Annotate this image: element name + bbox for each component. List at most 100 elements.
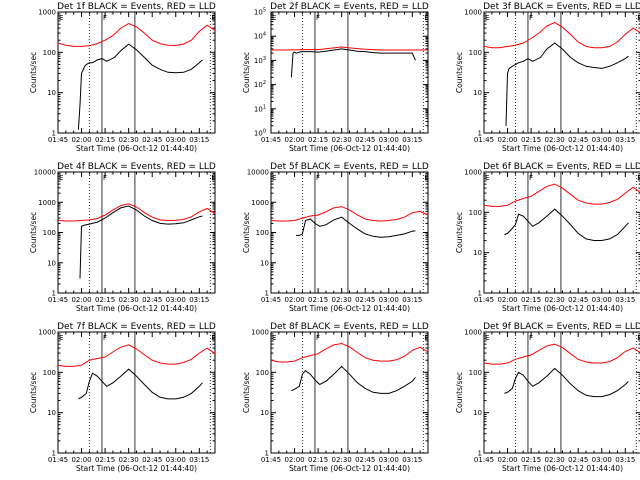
x-tick-label: 01:45 — [48, 296, 68, 304]
series-events-line — [290, 48, 416, 78]
x-tick-label: 02:30 — [332, 136, 352, 144]
y-tick-exponent: 1 — [263, 104, 266, 110]
marker-flag: F — [103, 334, 107, 342]
panel-title: Det 1f BLACK = Events, RED = LLD — [57, 2, 216, 12]
series-events-line — [79, 205, 203, 279]
series-events-line — [78, 368, 203, 400]
series-lld-line — [57, 344, 216, 367]
y-tick-label: 1000 — [464, 9, 482, 17]
y-tick-label: 1 — [265, 450, 269, 458]
y-axis-label: Counts/sec — [29, 52, 38, 93]
marker-flag: E — [485, 174, 489, 182]
y-axis-label: Counts/sec — [29, 212, 38, 253]
x-axis-label: Start Time (06-Oct-12 01:44:40) — [289, 464, 410, 473]
y-tick-label: 103 — [254, 56, 266, 65]
y-tick-label: 1 — [52, 290, 56, 298]
y-tick-label: 1000 — [464, 169, 482, 177]
marker-flag: F — [316, 174, 320, 182]
y-tick-label: 100 — [256, 229, 269, 237]
x-tick-label: 02:30 — [119, 296, 139, 304]
y-axis-label: Counts/sec — [455, 372, 464, 413]
y-tick-label: 10 — [47, 259, 56, 267]
x-tick-label: 02:00 — [71, 456, 91, 464]
marker-flag: E — [59, 174, 63, 182]
x-tick-label: 02:30 — [545, 296, 565, 304]
panel-title: Det 5f BLACK = Events, RED = LLD — [270, 162, 429, 172]
panel-det-6: Det 6f BLACK = Events, RED = LLD 1 10 100 10… — [455, 162, 640, 313]
series-events-line — [504, 208, 629, 241]
y-tick-label: 1000 — [38, 9, 56, 17]
x-axis-label: Start Time (06-Oct-12 01:44:40) — [76, 304, 197, 313]
x-axis-label: Start Time (06-Oct-12 01:44:40) — [502, 464, 623, 473]
x-axis-label: Start Time (06-Oct-12 01:44:40) — [76, 144, 197, 153]
y-tick-label: 1 — [478, 130, 482, 138]
x-tick-label: 02:30 — [119, 456, 139, 464]
x-tick-label: 02:45 — [142, 456, 162, 464]
panel-title: Det 4f BLACK = Events, RED = LLD — [57, 162, 216, 172]
y-tick-label: 104 — [254, 32, 266, 41]
y-axis-label: Counts/sec — [242, 52, 251, 93]
x-tick-label: 02:00 — [71, 136, 91, 144]
y-tick-label: 1000 — [251, 199, 269, 207]
x-tick-label: 02:00 — [284, 456, 304, 464]
series-lld-line — [270, 206, 429, 222]
x-tick-label: 02:00 — [71, 296, 91, 304]
y-tick-label: 1000 — [38, 329, 56, 337]
x-tick-label: 02:45 — [355, 456, 375, 464]
y-tick-label: 105 — [254, 8, 266, 17]
y-tick-label: 1 — [52, 130, 56, 138]
panel-title: Det 8f BLACK = Events, RED = LLD — [270, 322, 429, 332]
x-tick-label: 03:00 — [166, 136, 186, 144]
marker-flag: F — [529, 174, 533, 182]
x-tick-label: 01:45 — [474, 456, 494, 464]
x-tick-label: 02:15 — [521, 136, 541, 144]
y-axis-label: Counts/sec — [242, 372, 251, 413]
series-lld-line — [270, 342, 429, 363]
x-tick-label: 03:00 — [379, 296, 399, 304]
x-tick-label: 02:15 — [521, 296, 541, 304]
panel-title: Det 2f BLACK = Events, RED = LLD — [270, 2, 429, 12]
panel-title: Det 9f BLACK = Events, RED = LLD — [483, 322, 640, 332]
x-tick-label: 03:00 — [166, 456, 186, 464]
x-tick-label: 01:45 — [474, 136, 494, 144]
x-tick-label: 03:00 — [379, 136, 399, 144]
x-tick-label: 03:15 — [189, 456, 209, 464]
marker-flag: E — [211, 174, 215, 182]
y-tick-label: 100 — [43, 229, 56, 237]
series-events-line — [296, 216, 416, 238]
series-lld-line — [271, 46, 428, 51]
y-tick-label: 10000 — [247, 169, 269, 177]
y-axis-label: Counts/sec — [455, 52, 464, 93]
panel-det-9: Det 9f BLACK = Events, RED = LLD 1 10 100 10… — [455, 322, 640, 473]
y-tick-label: 1000 — [38, 199, 56, 207]
marker-flag: E — [59, 14, 63, 22]
y-tick-label: 10 — [260, 259, 269, 267]
x-tick-label: 01:45 — [48, 136, 68, 144]
y-tick-label: 100 — [254, 129, 266, 138]
x-tick-label: 02:45 — [568, 296, 588, 304]
marker-flag: E — [59, 334, 63, 342]
panel-det-3: Det 3f BLACK = Events, RED = LLD 1 10 100 10… — [455, 2, 640, 153]
y-axis-label: Counts/sec — [29, 372, 38, 413]
y-tick-label: 1 — [52, 450, 56, 458]
y-tick-exponent: 2 — [263, 80, 266, 86]
y-tick-label: 100 — [469, 49, 482, 57]
y-tick-label: 1000 — [464, 329, 482, 337]
x-tick-label: 03:15 — [615, 296, 635, 304]
y-tick-label: 100 — [469, 369, 482, 377]
series-events-line — [291, 365, 416, 394]
x-tick-label: 03:15 — [189, 136, 209, 144]
x-axis-label: Start Time (06-Oct-12 01:44:40) — [289, 144, 410, 153]
x-tick-label: 01:45 — [48, 456, 68, 464]
marker-flag: E — [211, 334, 215, 342]
x-tick-label: 03:00 — [379, 456, 399, 464]
x-tick-label: 02:30 — [545, 136, 565, 144]
marker-flag: F — [103, 174, 107, 182]
x-tick-label: 02:00 — [497, 296, 517, 304]
panel-det-4: Det 4f BLACK = Events, RED = LLD 1 10 100 10… — [29, 162, 216, 313]
plot-frame — [270, 331, 429, 454]
y-tick-label: 1 — [478, 450, 482, 458]
y-tick-exponent: 4 — [263, 32, 266, 38]
marker-flag: E — [424, 334, 428, 342]
y-tick-label: 100 — [469, 209, 482, 217]
